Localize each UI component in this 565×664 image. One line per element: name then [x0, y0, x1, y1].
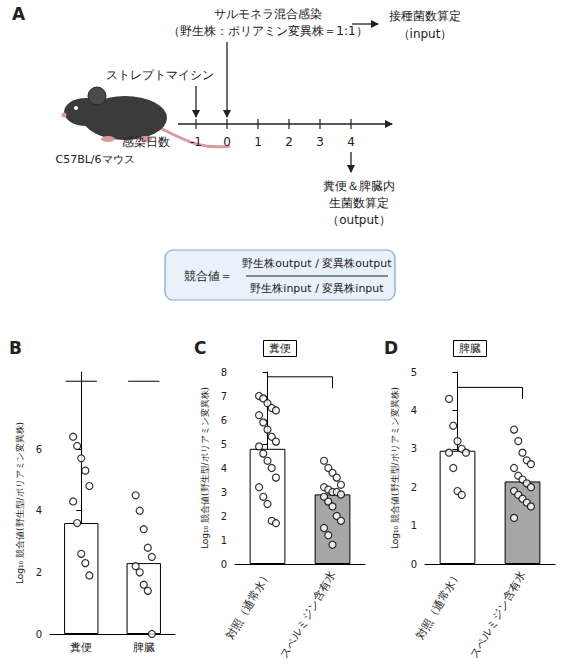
svg-text:スペルミジン含有水: スペルミジン含有水 [467, 569, 528, 661]
svg-text:C57BL/6マウス: C57BL/6マウス [55, 153, 134, 166]
svg-text:2: 2 [221, 511, 227, 522]
svg-text:5: 5 [411, 367, 417, 378]
svg-text:2: 2 [285, 135, 293, 149]
svg-text:1: 1 [221, 535, 227, 546]
svg-text:糞便＆脾臓内: 糞便＆脾臓内 [323, 179, 395, 193]
svg-text:2: 2 [36, 567, 42, 578]
svg-text:脾臓: 脾臓 [459, 342, 481, 355]
svg-text:4: 4 [411, 405, 417, 416]
svg-text:対照（通常水）: 対照（通常水） [413, 569, 463, 642]
svg-text:4: 4 [221, 463, 227, 474]
svg-text:野生株input / 変異株input: 野生株input / 変異株input [250, 282, 384, 295]
svg-text:Log₁₀ 競合値(野生型/ポリアミン変異株): Log₁₀ 競合値(野生型/ポリアミン変異株) [200, 387, 210, 549]
svg-text:（output）: （output） [327, 213, 391, 227]
svg-text:5: 5 [221, 439, 227, 450]
svg-text:8: 8 [221, 367, 227, 378]
svg-text:生菌数算定: 生菌数算定 [329, 196, 389, 210]
svg-text:6: 6 [221, 415, 227, 426]
svg-text:ストレプトマイシン: ストレプトマイシン [106, 68, 214, 82]
svg-text:3: 3 [221, 487, 227, 498]
svg-text:1: 1 [411, 520, 417, 531]
svg-text:競合値＝: 競合値＝ [184, 269, 232, 283]
svg-text:1: 1 [254, 135, 262, 149]
svg-text:感染日数: 感染日数 [122, 135, 170, 149]
svg-text:0: 0 [36, 629, 42, 640]
svg-text:C: C [194, 338, 206, 358]
svg-text:0: 0 [223, 135, 231, 149]
svg-text:脾臓: 脾臓 [133, 641, 155, 654]
svg-text:対照（通常水）: 対照（通常水） [223, 569, 273, 642]
svg-text:接種菌数算定: 接種菌数算定 [389, 9, 461, 23]
svg-text:3: 3 [316, 135, 324, 149]
svg-text:A: A [12, 4, 26, 24]
svg-text:7: 7 [221, 391, 227, 402]
svg-text:サルモネラ混合感染: サルモネラ混合感染 [214, 7, 322, 21]
svg-text:-1: -1 [190, 135, 202, 149]
svg-text:糞便: 糞便 [70, 641, 92, 654]
svg-text:Log₁₀ 競合値(野生型/ポリアミン変異株): Log₁₀ 競合値(野生型/ポリアミン変異株) [390, 387, 400, 549]
svg-text:B: B [9, 338, 22, 358]
svg-text:スペルミジン含有水: スペルミジン含有水 [277, 569, 338, 661]
svg-text:3: 3 [411, 443, 417, 454]
svg-text:4: 4 [347, 135, 355, 149]
svg-text:野生株output / 変異株output: 野生株output / 変異株output [242, 257, 392, 270]
svg-text:糞便: 糞便 [269, 342, 291, 355]
svg-text:（input）: （input） [398, 27, 453, 41]
svg-text:6: 6 [36, 444, 42, 455]
svg-text:（野生株：ポリアミン変異株＝1:1）: （野生株：ポリアミン変異株＝1:1） [168, 24, 367, 38]
svg-text:Log₁₀ 競合値(野生型/ポリアミン変異株): Log₁₀ 競合値(野生型/ポリアミン変異株) [15, 422, 25, 584]
svg-text:2: 2 [411, 482, 417, 493]
svg-text:0: 0 [411, 559, 417, 570]
svg-text:4: 4 [36, 505, 42, 516]
svg-text:D: D [384, 338, 398, 358]
svg-text:0: 0 [221, 559, 227, 570]
